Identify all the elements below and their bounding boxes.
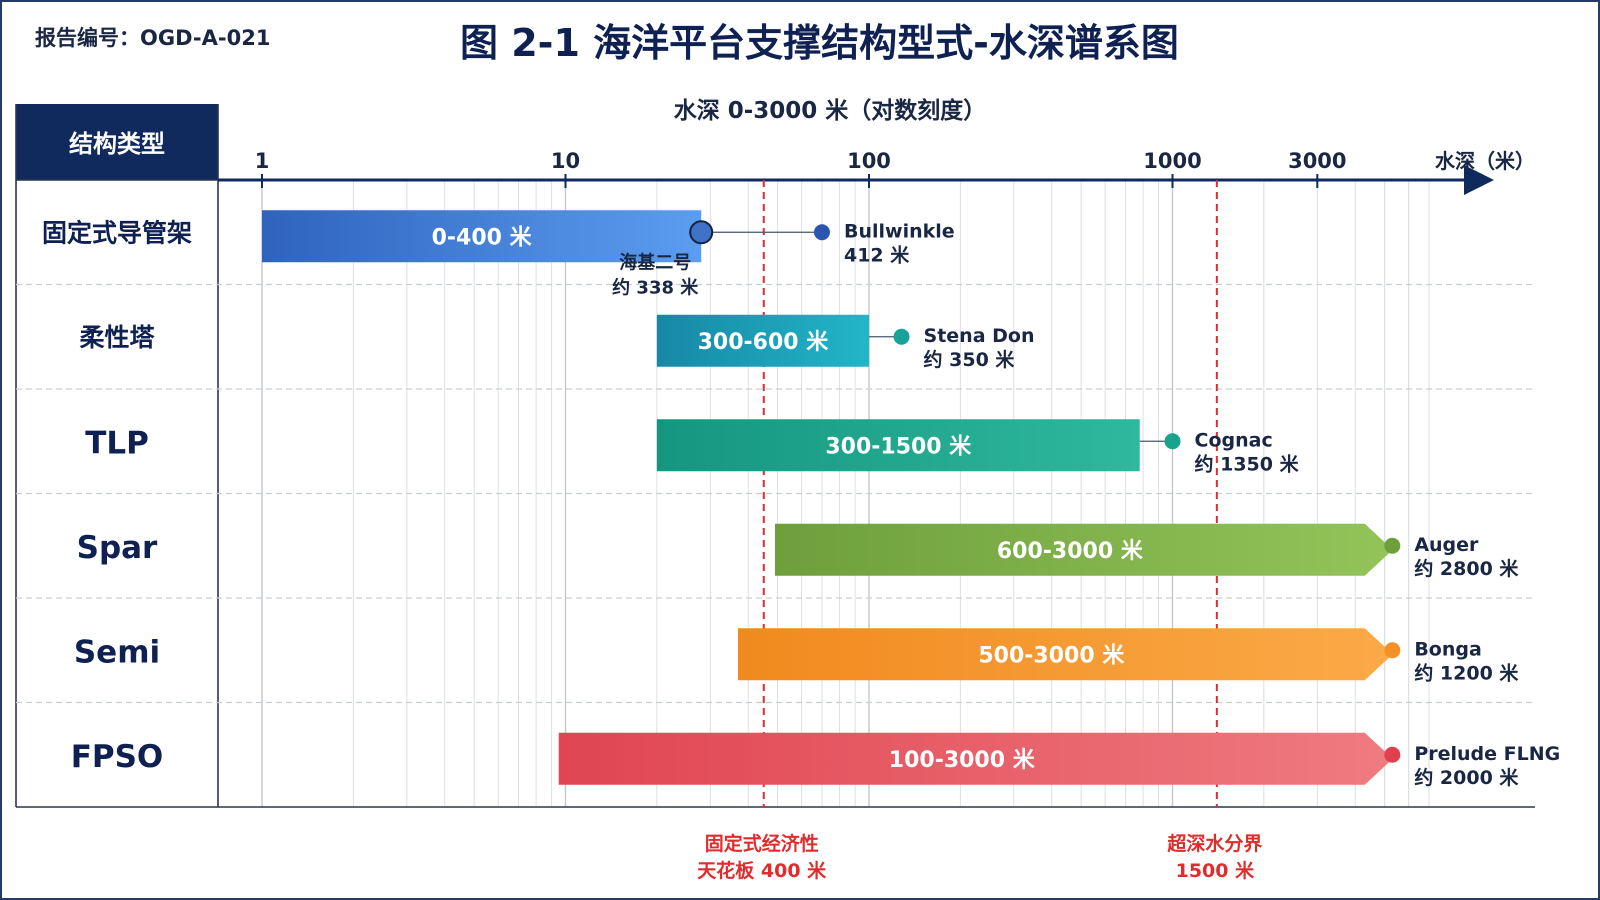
example-point (1384, 537, 1401, 554)
example-name-label: Cognac (1195, 429, 1273, 451)
example-name-label: Auger (1414, 534, 1479, 556)
x-tick-label: 3000 (1288, 149, 1346, 173)
category-label: 固定式导管架 (42, 218, 192, 247)
range-bar-label: 600-3000 米 (997, 539, 1144, 564)
reference-line-label: 1500 米 (1176, 859, 1255, 882)
x-axis-label: 水深 0-3000 米（对数刻度） (674, 97, 987, 124)
example-point (1164, 433, 1181, 450)
reference-line-label: 固定式经济性 (705, 832, 819, 855)
category-label: Spar (77, 530, 158, 566)
x-tick-label: 1 (255, 149, 270, 173)
range-bar (737, 628, 1393, 681)
category-label: FPSO (71, 739, 164, 775)
example-depth-label: 412 米 (844, 243, 910, 266)
example-name-label: Stena Don (924, 325, 1035, 347)
report-id: 报告编号：OGD-A-021 (35, 26, 271, 50)
structure-type-header: 结构类型 (69, 130, 165, 158)
range-bar (558, 732, 1393, 785)
range-bar-label: 100-3000 米 (889, 748, 1036, 773)
reference-line-label: 天花板 400 米 (697, 859, 827, 882)
bar-end-marker-name: 海基二号 (619, 251, 691, 273)
example-name-label: Bonga (1414, 638, 1481, 660)
example-depth-label: 约 1350 米 (1195, 452, 1300, 475)
example-point (1384, 746, 1401, 763)
range-bar-label: 300-600 米 (698, 330, 830, 355)
chart-title: 图 2-1 海洋平台支撑结构型式-水深谱系图 (460, 21, 1179, 65)
example-depth-label: 约 1200 米 (1414, 661, 1519, 684)
bar-end-marker (689, 220, 714, 245)
x-tick-label: 100 (847, 149, 891, 173)
range-bar (774, 523, 1393, 576)
structure-type-header-cell (16, 104, 218, 180)
x-axis-end-label: 水深（米） (1435, 149, 1535, 173)
range-bar-label: 300-1500 米 (825, 434, 972, 459)
range-bar-label: 500-3000 米 (978, 643, 1125, 668)
range-bar (656, 419, 1140, 472)
example-name-label: Prelude FLNG (1414, 743, 1560, 765)
x-tick-label: 1000 (1143, 149, 1201, 173)
example-depth-label: 约 2000 米 (1414, 766, 1519, 789)
example-point (1384, 642, 1401, 659)
example-depth-label: 约 350 米 (924, 348, 1016, 371)
x-tick-label: 10 (551, 149, 580, 173)
example-point (893, 328, 910, 345)
example-point (813, 224, 830, 241)
range-bar (262, 210, 702, 263)
bar-end-marker-depth: 约 338 米 (612, 276, 699, 298)
category-label: TLP (85, 425, 149, 461)
example-depth-label: 约 2800 米 (1414, 557, 1519, 580)
example-name-label: Bullwinkle (844, 220, 955, 242)
range-bar-label: 0-400 米 (432, 225, 533, 250)
range-bar (656, 314, 869, 367)
reference-line-label: 超深水分界 (1166, 832, 1262, 855)
category-label: Semi (74, 634, 160, 670)
category-label: 柔性塔 (79, 323, 155, 352)
